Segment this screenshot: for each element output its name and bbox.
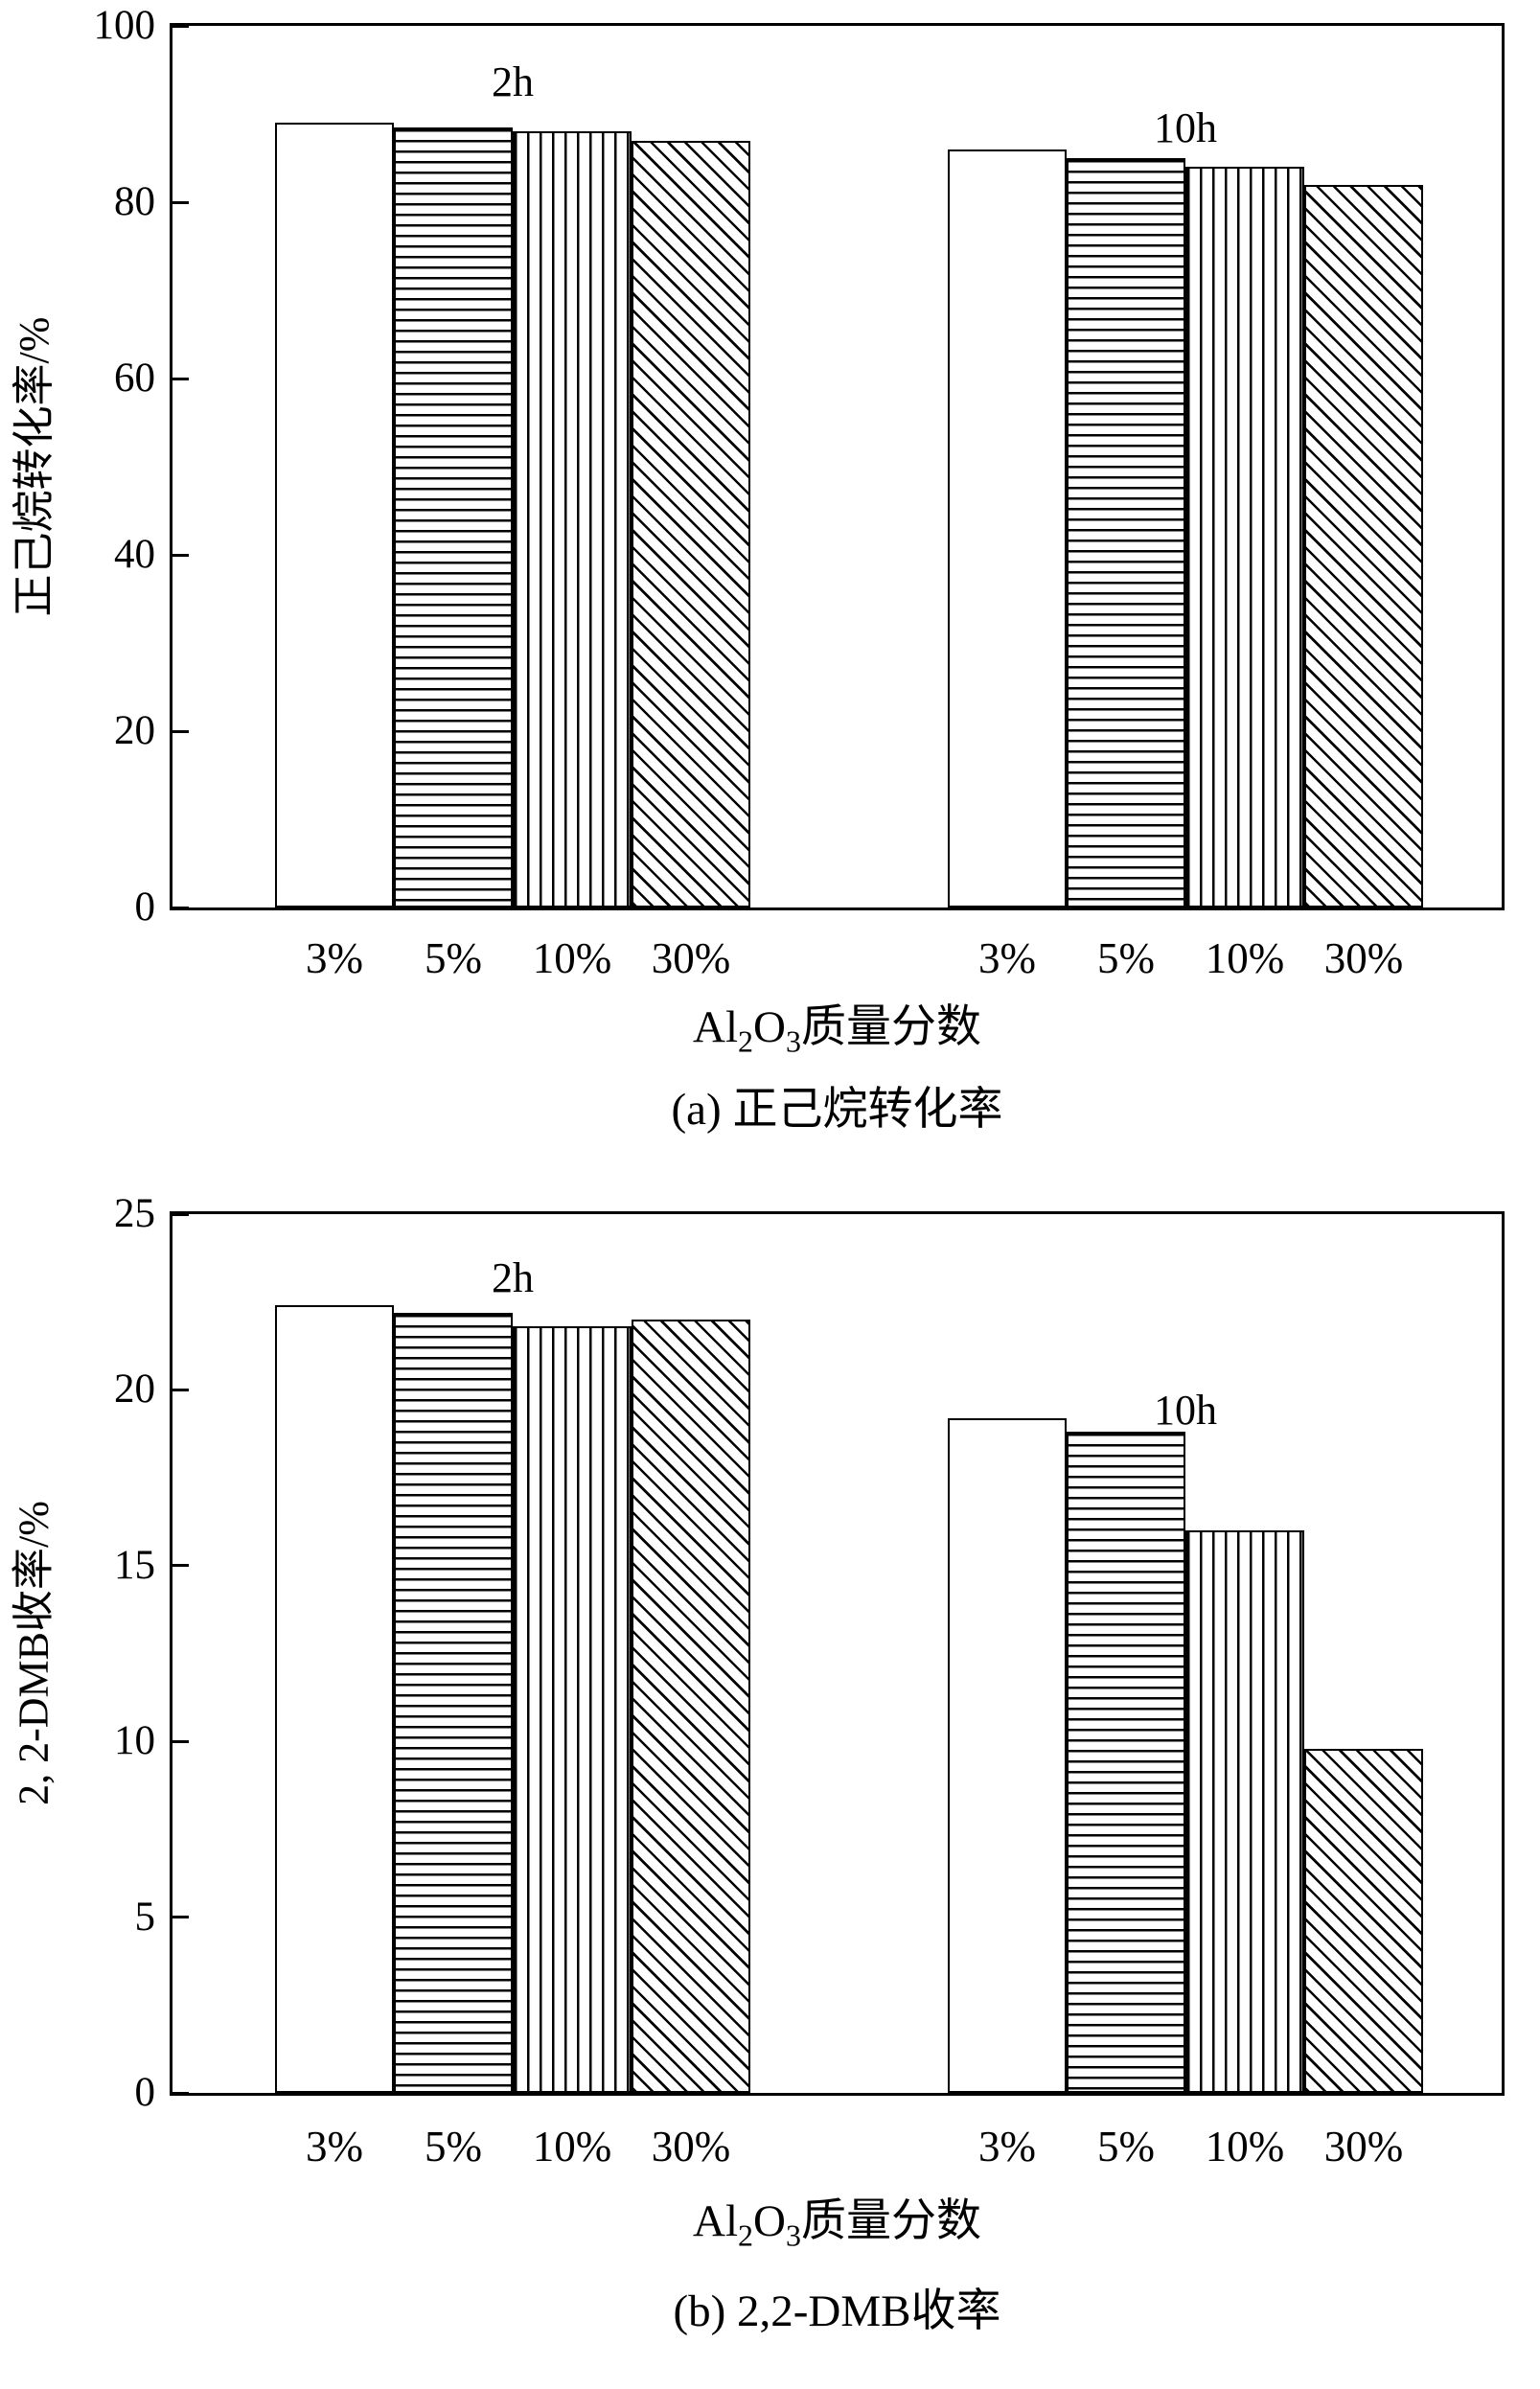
xlabel-subscript: 2 xyxy=(738,2218,754,2253)
y-tick-label-25: 25 xyxy=(114,1191,155,1236)
bar-2h-5% xyxy=(394,126,513,907)
group-label-10h: 10h xyxy=(1154,1387,1217,1434)
x-tick-label-10h-3%: 3% xyxy=(978,934,1036,982)
group-label-10h: 10h xyxy=(1154,104,1217,151)
xlabel-text: 质量分数 xyxy=(800,2196,981,2246)
x-tick-label-2h-10%: 10% xyxy=(532,2123,612,2171)
bar-10h-30% xyxy=(1304,184,1423,907)
bar-10h-3% xyxy=(948,149,1067,907)
y-tick-mark xyxy=(172,377,189,380)
y-tick-mark xyxy=(172,1564,189,1568)
xlabel-subscript: 3 xyxy=(785,2218,801,2253)
y-tick-label-20: 20 xyxy=(114,708,155,753)
y-tick-mark xyxy=(172,553,189,557)
bar-2h-3% xyxy=(275,123,394,907)
x-axis-label: Al2O3质量分数 xyxy=(170,2193,1505,2264)
xlabel-text: 质量分数 xyxy=(800,1002,981,1052)
y-tick-mark xyxy=(172,1739,189,1743)
y-tick-mark xyxy=(172,906,189,909)
xlabel-text: Al xyxy=(693,2196,739,2246)
xlabel-text: Al xyxy=(693,1002,739,1052)
bar-10h-30% xyxy=(1304,1748,1423,2093)
y-tick-label-0: 0 xyxy=(134,884,156,930)
bar-10h-10% xyxy=(1185,1530,1304,2093)
x-tick-label-10h-5%: 5% xyxy=(1097,934,1155,982)
y-tick-label-100: 100 xyxy=(93,3,156,48)
x-tick-label-2h-5%: 5% xyxy=(425,934,482,982)
group-label-2h: 2h xyxy=(492,58,534,105)
group-label-2h: 2h xyxy=(492,1254,534,1301)
bar-2h-10% xyxy=(513,131,632,907)
chart-a-hexane-conversion: 正己烷转化率/% 2h 10h Al2O3质量分数 (a) 正己烷转化率 0 20 4… xyxy=(0,0,1540,1160)
bar-2h-3% xyxy=(275,1305,394,2093)
y-tick-mark xyxy=(172,24,189,28)
y-tick-label-20: 20 xyxy=(114,1367,155,1413)
y-tick-label-40: 40 xyxy=(114,532,155,577)
y-tick-label-15: 15 xyxy=(114,1542,155,1588)
x-tick-label-10h-30%: 30% xyxy=(1323,2123,1404,2171)
y-axis-label: 正己烷转化率/% xyxy=(11,316,57,617)
y-tick-label-5: 5 xyxy=(134,1894,156,1940)
bar-10h-5% xyxy=(1067,1432,1185,2093)
x-tick-label-2h-10%: 10% xyxy=(532,934,612,982)
xlabel-subscript: 3 xyxy=(785,1024,801,1059)
y-tick-mark xyxy=(172,1916,189,1919)
y-tick-mark xyxy=(172,1388,189,1391)
xlabel-text: O xyxy=(753,2196,786,2246)
bar-2h-30% xyxy=(632,140,750,907)
xlabel-text: O xyxy=(753,1002,786,1052)
x-tick-label-2h-3%: 3% xyxy=(306,934,363,982)
x-tick-label-10h-5%: 5% xyxy=(1097,2123,1155,2171)
y-tick-mark xyxy=(172,729,189,733)
x-tick-label-10h-30%: 30% xyxy=(1323,934,1404,982)
x-tick-label-2h-3%: 3% xyxy=(306,2123,363,2171)
xlabel-subscript: 2 xyxy=(738,1024,754,1059)
plot-area: 2h 10h xyxy=(170,1211,1505,2096)
subfigure-caption: (b) 2,2-DMB收率 xyxy=(673,2286,1001,2336)
chart-b-dmb-yield: 2, 2-DMB收率/% 2h 10h Al2O3质量分数 (b) 2,2-DMB… xyxy=(0,1190,1540,2389)
x-tick-label-10h-10%: 10% xyxy=(1205,2123,1285,2171)
x-tick-label-2h-5%: 5% xyxy=(425,2123,482,2171)
y-tick-label-0: 0 xyxy=(134,2070,156,2115)
x-tick-label-10h-10%: 10% xyxy=(1205,934,1285,982)
bar-2h-10% xyxy=(513,1326,632,2093)
y-tick-mark xyxy=(172,200,189,204)
subfigure-caption: (a) 正己烷转化率 xyxy=(671,1085,1003,1135)
bar-10h-5% xyxy=(1067,158,1185,907)
x-tick-label-2h-30%: 30% xyxy=(651,2123,731,2171)
plot-area: 2h 10h xyxy=(170,23,1505,910)
y-tick-label-60: 60 xyxy=(114,356,155,401)
x-tick-label-2h-30%: 30% xyxy=(651,934,731,982)
bar-10h-10% xyxy=(1185,167,1304,907)
y-tick-mark xyxy=(172,1212,189,1216)
y-tick-label-10: 10 xyxy=(114,1718,155,1764)
bar-2h-30% xyxy=(632,1320,750,2093)
bar-2h-5% xyxy=(394,1312,513,2093)
bar-10h-3% xyxy=(948,1417,1067,2093)
y-tick-mark xyxy=(172,2091,189,2095)
x-tick-label-10h-3%: 3% xyxy=(978,2123,1036,2171)
y-tick-label-80: 80 xyxy=(114,179,155,224)
x-axis-label: Al2O3质量分数 xyxy=(170,999,1505,1070)
y-axis-label: 2, 2-DMB收率/% xyxy=(10,1501,57,1805)
